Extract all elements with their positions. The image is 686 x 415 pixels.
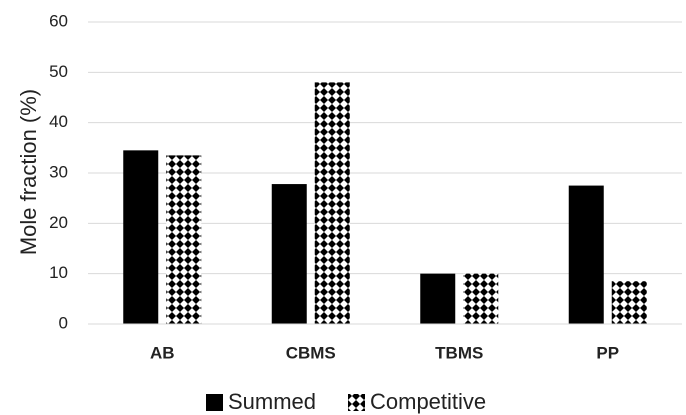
bar-competitive-ab (166, 155, 202, 324)
legend-label: Summed (228, 389, 316, 414)
y-tick-label: 60 (49, 11, 68, 30)
y-tick-label: 20 (49, 213, 68, 232)
category-labels: AB CBMS TBMS PP (150, 343, 619, 362)
legend-label: Competitive (370, 389, 486, 414)
bar-competitive-tbms (463, 273, 499, 324)
category-label: AB (150, 343, 175, 362)
bar-summed-pp (568, 185, 604, 324)
y-tick-label: 10 (49, 263, 68, 282)
legend-swatch (206, 394, 223, 411)
y-tick-label: 50 (49, 62, 68, 81)
bar-summed-cbms (271, 184, 307, 324)
bar-competitive-pp (611, 281, 647, 324)
category-label: CBMS (286, 343, 336, 362)
y-tick-labels: 0 10 20 30 40 50 60 (49, 11, 68, 332)
bar-summed-ab (123, 150, 159, 324)
y-tick-label: 0 (59, 313, 68, 332)
legend: Summed Competitive (206, 389, 486, 414)
bars (123, 82, 647, 325)
bar-summed-tbms (420, 273, 456, 324)
category-label: PP (596, 343, 619, 362)
category-label: TBMS (435, 343, 483, 362)
y-axis-label: Mole fraction (%) (16, 89, 41, 255)
y-tick-label: 30 (49, 162, 68, 181)
bar-competitive-cbms (314, 82, 350, 325)
y-tick-label: 40 (49, 112, 68, 131)
legend-swatch (348, 394, 365, 411)
